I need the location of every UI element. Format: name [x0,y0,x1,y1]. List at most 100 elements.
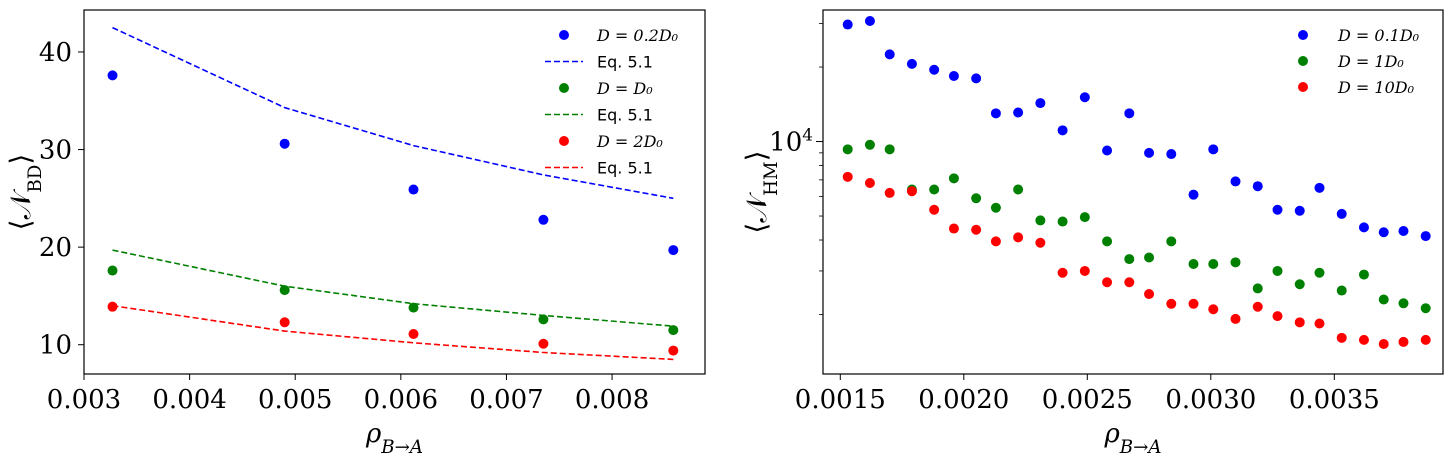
data-point [1208,259,1219,270]
data-point [884,49,895,60]
data-point [929,64,940,75]
data-point [1013,184,1024,195]
x-tick-label: 0.003 [47,385,121,415]
data-point [884,144,895,155]
data-point [1144,252,1155,263]
data-point [538,314,549,325]
series-d-2d-4 [107,301,679,356]
legend-marker [1298,82,1308,92]
data-point [948,223,959,234]
data-point [1208,304,1219,315]
y-tick-label: 10 [39,331,72,361]
data-point [1124,277,1135,288]
data-point [1398,226,1409,237]
data-point [1035,237,1046,248]
data-point [107,265,118,276]
data-point [1035,215,1046,226]
data-point [1102,145,1113,156]
data-point [1079,212,1090,223]
legend-item: D = 2D₀ [559,132,663,151]
legend: D = 0.1D₀ D = 1D₀ D = 10D₀ [1298,26,1420,97]
data-point [1272,265,1283,276]
y-tick-label: 40 [39,38,72,68]
right-panel-hm: 0.0015 0.0020 0.0025 0.0030 0.0035 104 ρB→A ⟨𝒩H… [740,9,1444,454]
data-point [1252,283,1263,294]
series-eq-5-1-3 [112,249,674,327]
data-point [1188,189,1199,200]
data-point [1314,267,1325,278]
data-point [1079,265,1090,276]
data-point [1336,332,1347,343]
legend-label: Eq. 5.1 [597,106,653,125]
x-tick-label: 0.006 [364,385,438,415]
data-point [1314,318,1325,329]
data-point [538,214,549,225]
data-point [1166,236,1177,247]
legend-marker [559,136,569,146]
x-tick-label: 0.0030 [1165,385,1256,415]
series-line [112,304,674,361]
data-point [842,19,853,30]
data-point [1013,232,1024,243]
legend-marker [559,83,569,93]
data-point [842,171,853,182]
legend-marker [559,30,569,40]
data-point [1358,269,1369,280]
series-line [112,26,674,200]
data-point [1378,339,1389,350]
series-eq-5-1-5 [112,304,674,361]
data-point [1166,298,1177,309]
x-tick-label: 0.008 [575,385,649,415]
legend-label: D = 1D₀ [1337,52,1404,71]
data-point [1378,227,1389,238]
legend-item: D = 1D₀ [1298,52,1404,71]
legend-label: Eq. 5.1 [597,53,653,72]
data-point [1358,334,1369,345]
legend-item: Eq. 5.1 [545,106,653,125]
data-point [971,73,982,84]
data-point [929,204,940,215]
data-point [1314,182,1325,193]
data-point [842,144,853,155]
legend-label: D = 2D₀ [596,132,663,151]
data-point [1336,208,1347,219]
data-point [408,184,419,195]
data-point [864,15,875,26]
data-point [1144,289,1155,300]
y-axis-label: ⟨𝒩BD⟩ [4,154,46,231]
data-point [971,224,982,235]
data-point [538,338,549,349]
data-point [948,173,959,184]
legend-label: D = 0.2D₀ [596,26,679,45]
data-point [906,186,917,197]
legend-item: Eq. 5.1 [545,53,653,72]
series-d-10d-2 [842,171,1431,350]
x-axis-label: ρB→A [1103,419,1161,454]
data-point [929,184,940,195]
data-point [884,187,895,198]
y-tick-label: 30 [39,136,72,166]
data-point [1336,285,1347,296]
data-point [1398,298,1409,309]
x-tick-label: 0.0035 [1289,385,1380,415]
data-point [864,139,875,150]
data-point [107,301,118,312]
data-point [1294,317,1305,328]
series-d-0-2d-0 [107,70,679,256]
data-point [906,58,917,69]
series-line [112,249,674,327]
data-point [990,236,1001,247]
data-point [1272,204,1283,215]
data-point [1188,259,1199,270]
legend-item: D = 0.2D₀ [559,26,679,45]
x-tick-label: 0.007 [469,385,543,415]
data-point [668,345,679,356]
y-tick-label: 104 [769,125,813,158]
data-point [107,70,118,81]
data-point [990,202,1001,213]
legend-label: D = D₀ [596,79,653,98]
data-point [1079,92,1090,103]
legend-item: D = 10D₀ [1298,78,1415,97]
x-tick-label: 0.005 [258,385,332,415]
